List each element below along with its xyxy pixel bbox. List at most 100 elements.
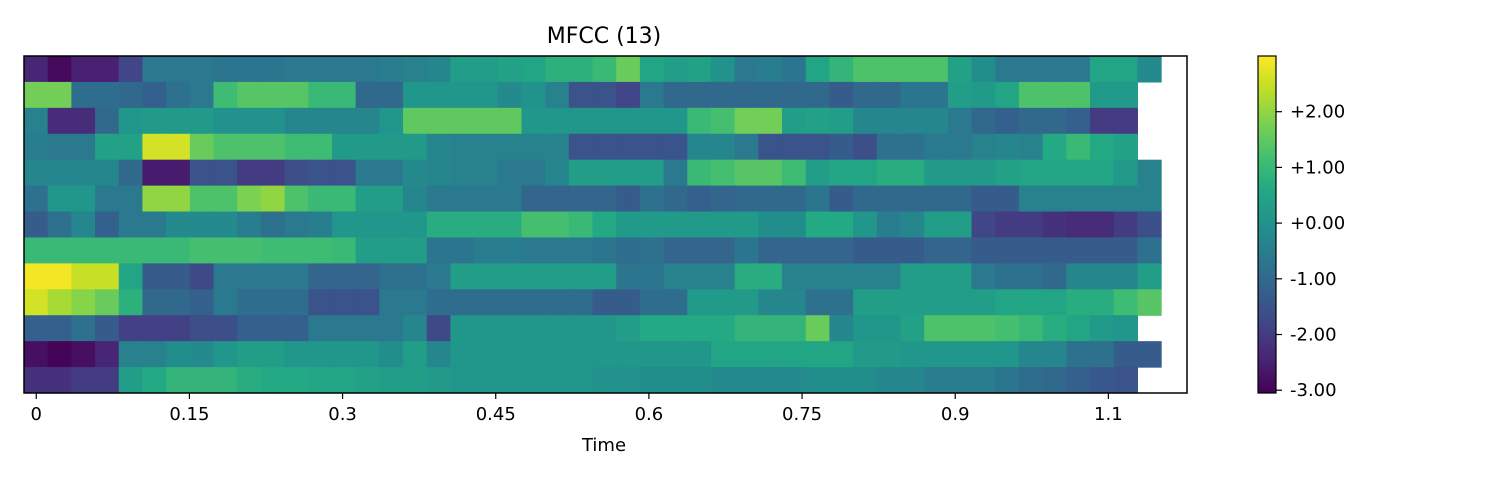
heatmap-cell <box>971 237 996 264</box>
heatmap-cell <box>47 133 72 161</box>
heatmap-cell <box>355 107 380 135</box>
heatmap-cell <box>118 367 144 393</box>
heatmap-cell <box>616 185 641 213</box>
heatmap-cell <box>829 159 854 187</box>
heatmap-cell <box>71 315 96 342</box>
heatmap-cell <box>237 107 262 135</box>
heatmap-cell <box>924 107 949 135</box>
heatmap-cell <box>1018 315 1044 342</box>
heatmap-cell <box>189 185 215 213</box>
heatmap-cell <box>142 211 167 239</box>
heatmap-cell <box>24 263 49 290</box>
heatmap-cell <box>355 185 380 213</box>
heatmap-cell <box>308 81 333 109</box>
heatmap-cell <box>639 81 665 109</box>
heatmap-cell <box>166 81 191 109</box>
heatmap-cell <box>1066 341 1091 368</box>
heatmap-cell <box>379 56 404 83</box>
heatmap-cell <box>947 315 973 342</box>
heatmap-cell <box>260 367 286 393</box>
heatmap-cell <box>403 81 428 109</box>
colorbar-tick-label: -3.00 <box>1290 380 1337 401</box>
heatmap-cell <box>1042 185 1067 213</box>
heatmap-cell <box>616 159 641 187</box>
heatmap-cell <box>995 159 1020 187</box>
heatmap-cell <box>947 107 973 135</box>
heatmap-cell <box>426 263 451 290</box>
heatmap-cell <box>782 159 807 187</box>
heatmap-cell <box>853 367 878 393</box>
heatmap-cell <box>1113 185 1138 213</box>
heatmap-cell <box>166 211 191 239</box>
heatmap-cell <box>474 159 499 187</box>
heatmap-cell <box>568 81 594 109</box>
heatmap-cell <box>1137 289 1162 316</box>
heatmap-cell <box>237 289 262 316</box>
heatmap-cell <box>260 185 286 213</box>
heatmap-cell <box>118 315 144 342</box>
heatmap-cell <box>734 315 759 342</box>
heatmap-cell <box>237 211 262 239</box>
heatmap-cell <box>1113 237 1138 264</box>
heatmap-cell <box>924 81 949 109</box>
heatmap-cell <box>947 367 973 393</box>
heatmap-cell <box>853 159 878 187</box>
heatmap-cell <box>592 341 617 368</box>
heatmap-cell <box>521 341 546 368</box>
heatmap-cell <box>782 81 807 109</box>
heatmap-cell <box>118 81 144 109</box>
plot-frame <box>23 55 1188 394</box>
heatmap-cell <box>1042 159 1067 187</box>
heatmap-cell <box>379 81 404 109</box>
heatmap-cell <box>947 289 973 316</box>
heatmap-cell <box>592 159 617 187</box>
heatmap-cell <box>616 56 641 83</box>
heatmap-cell <box>284 159 309 187</box>
heatmap-cell <box>663 107 688 135</box>
heatmap-cell <box>687 289 712 316</box>
heatmap-cell <box>213 107 238 135</box>
heatmap-cell <box>663 367 688 393</box>
heatmap-cell <box>497 185 523 213</box>
heatmap-cell <box>853 315 878 342</box>
heatmap-cell <box>474 107 499 135</box>
heatmap-cell <box>876 185 902 213</box>
heatmap-cell <box>616 315 641 342</box>
heatmap-cell <box>971 341 996 368</box>
heatmap-cell <box>213 367 238 393</box>
heatmap-cell <box>545 81 570 109</box>
heatmap-cell <box>805 315 831 342</box>
heatmap-cell <box>616 367 641 393</box>
heatmap-cell <box>403 185 428 213</box>
heatmap-cell <box>426 211 451 239</box>
heatmap-cell <box>782 263 807 290</box>
heatmap-cell <box>829 263 854 290</box>
heatmap-cell <box>1042 263 1067 290</box>
heatmap-cell <box>237 185 262 213</box>
heatmap-cell <box>213 159 238 187</box>
heatmap-cell <box>118 263 144 290</box>
colorbar-tick-label: +1.00 <box>1290 157 1345 178</box>
heatmap-cell <box>47 185 72 213</box>
heatmap-cell <box>947 185 973 213</box>
heatmap-cell <box>403 211 428 239</box>
heatmap-cell <box>213 237 238 264</box>
heatmap-cell <box>782 107 807 135</box>
heatmap-cell <box>710 56 736 83</box>
heatmap-cell <box>947 56 973 83</box>
heatmap-cell <box>95 315 120 342</box>
heatmap-cell <box>710 133 736 161</box>
heatmap-cell <box>189 237 215 264</box>
heatmap-cell <box>47 211 72 239</box>
heatmap-cell <box>331 315 357 342</box>
heatmap-cell <box>95 185 120 213</box>
heatmap-cell <box>947 341 973 368</box>
heatmap-cell <box>995 107 1020 135</box>
heatmap-cell <box>426 315 451 342</box>
heatmap-cell <box>1066 367 1091 393</box>
heatmap-cell <box>568 315 594 342</box>
heatmap-cell <box>1018 237 1044 264</box>
heatmap-cell <box>616 237 641 264</box>
heatmap-cell <box>971 56 996 83</box>
heatmap-cell <box>450 289 475 316</box>
